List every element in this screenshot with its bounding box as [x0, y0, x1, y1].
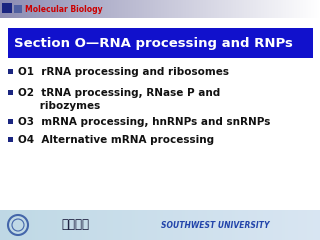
Text: ribozymes: ribozymes — [18, 101, 100, 111]
Bar — [8, 137, 13, 142]
Text: O1  rRNA processing and ribosomes: O1 rRNA processing and ribosomes — [18, 67, 229, 77]
Text: Section O—RNA processing and RNPs: Section O—RNA processing and RNPs — [14, 36, 293, 49]
Bar — [14, 5, 22, 13]
Bar — [8, 90, 13, 95]
Text: SOUTHWEST UNIVERSITY: SOUTHWEST UNIVERSITY — [161, 221, 269, 229]
Text: O2  tRNA processing, RNase P and: O2 tRNA processing, RNase P and — [18, 88, 220, 98]
Text: Molecular Biology: Molecular Biology — [25, 5, 103, 13]
Text: O3  mRNA processing, hnRNPs and snRNPs: O3 mRNA processing, hnRNPs and snRNPs — [18, 117, 270, 127]
Text: O4  Alternative mRNA processing: O4 Alternative mRNA processing — [18, 135, 214, 145]
Bar — [8, 69, 13, 74]
Bar — [2, 3, 12, 13]
Text: 西南大学: 西南大学 — [61, 218, 89, 232]
Bar — [8, 28, 313, 58]
Bar — [8, 119, 13, 124]
